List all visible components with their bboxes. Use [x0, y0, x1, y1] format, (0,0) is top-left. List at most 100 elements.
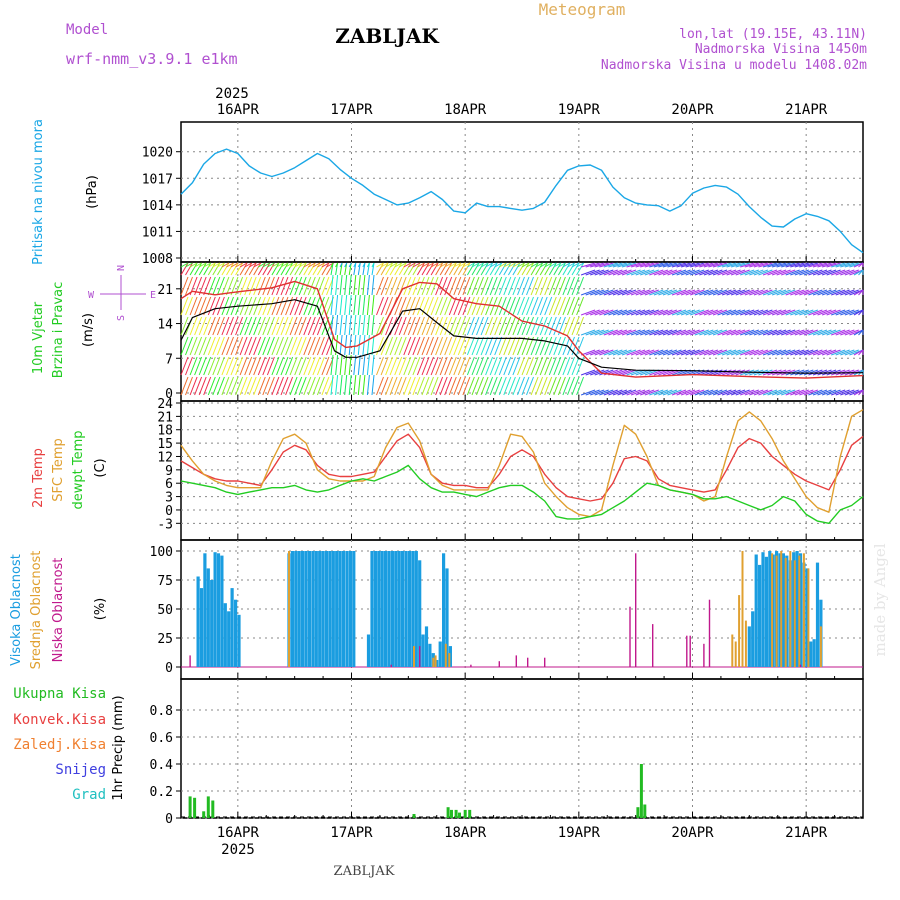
wind-barb — [753, 289, 769, 296]
wind-barb — [198, 262, 207, 268]
wind-barb — [389, 336, 398, 356]
wind-barb — [662, 269, 678, 276]
wind-barb — [785, 329, 800, 336]
wind-barb — [726, 262, 741, 268]
wind-barb — [180, 356, 189, 376]
y-tick-label: 100 — [150, 545, 173, 560]
wind-barb — [421, 376, 430, 396]
wind-barb — [694, 349, 709, 356]
wind-barb — [694, 309, 709, 316]
wind-barb — [571, 262, 580, 268]
wind-barb — [489, 316, 498, 336]
wind-barb — [398, 376, 407, 396]
wind-barb — [776, 289, 791, 296]
cloud-low-bar — [527, 657, 529, 667]
wind-barb — [744, 309, 759, 316]
wind-barb — [221, 296, 230, 316]
wind-barb — [298, 262, 307, 268]
wind-barb — [808, 262, 823, 268]
wind-barb — [826, 289, 841, 296]
precip-bar — [450, 809, 453, 818]
top-date-label: 19APR — [558, 102, 601, 118]
pressure-line — [180, 148, 864, 254]
cloud-high-bar — [304, 551, 308, 667]
wind-barb — [389, 262, 398, 276]
wind-barb — [576, 262, 585, 276]
wind-barb — [453, 262, 462, 268]
wind-barb — [835, 289, 850, 296]
wind-barb — [826, 349, 841, 356]
wind-barb — [239, 356, 248, 376]
cloud-low-bar — [652, 624, 654, 667]
wind-barb — [517, 296, 525, 316]
wind-barb — [808, 309, 823, 316]
wind-barb — [448, 262, 457, 276]
wind-barb — [794, 369, 809, 376]
wind-barb — [207, 262, 216, 276]
wind-barb — [362, 354, 366, 376]
wind-barb — [535, 276, 544, 296]
wind-barb — [235, 356, 244, 376]
wind-barb — [480, 336, 489, 356]
wind-barb — [285, 376, 294, 396]
cloud-high-bar — [435, 660, 439, 667]
wind-barb — [844, 329, 859, 336]
wind-barb — [316, 376, 325, 396]
wind-barb — [389, 276, 398, 296]
wind-barb — [430, 262, 439, 268]
wind-barb — [248, 336, 257, 356]
wind-barb — [612, 349, 628, 356]
y-tick-label: 18 — [157, 424, 173, 439]
wind-barb — [476, 316, 484, 336]
wind-barb — [835, 309, 850, 316]
wind-barb — [812, 329, 828, 336]
wind-barb — [276, 262, 284, 268]
wind-barb — [544, 276, 553, 296]
wind-barb — [521, 276, 530, 296]
wind-barb — [335, 262, 339, 268]
wind-barb — [553, 356, 562, 376]
wind-barb — [599, 389, 614, 396]
wind-barb — [312, 316, 321, 336]
wind-barb — [667, 262, 682, 268]
wind-barb — [608, 309, 623, 316]
wind-barb — [548, 376, 557, 396]
wind-barb — [494, 262, 502, 268]
cloud-high-bar — [407, 551, 412, 667]
wind-barb — [517, 376, 525, 396]
wind-barb — [271, 296, 280, 316]
wind-barb — [512, 376, 521, 396]
wind-barb — [330, 294, 334, 316]
wind-barb — [680, 269, 696, 276]
temp-dewpt-ylabel: dewpt Temp — [71, 430, 86, 509]
cloud-low-bar — [799, 664, 802, 667]
wind-barb — [808, 389, 823, 396]
y-tick-label: 0 — [165, 387, 173, 402]
wind-barb — [262, 276, 271, 296]
wind-barb — [503, 356, 512, 376]
coords-text: lon,lat (19.15E, 43.11N) — [679, 27, 867, 42]
wind-barb — [699, 289, 714, 296]
wind-barb — [321, 376, 330, 396]
cloud-high-bar — [352, 551, 356, 667]
wind-barb — [635, 289, 650, 296]
wind-barb — [366, 274, 370, 296]
wind-barb — [321, 262, 330, 276]
wind-barb — [708, 349, 723, 356]
wind-barb — [649, 289, 664, 296]
precip-bar — [206, 796, 210, 818]
wind-barb — [680, 289, 696, 296]
cloud-low-bar — [515, 655, 517, 667]
top-date-label: 21APR — [785, 102, 828, 118]
wind-barb — [808, 289, 823, 296]
wind-barb — [212, 376, 221, 396]
wind-barb — [439, 336, 448, 356]
cloud-high-bar — [387, 551, 391, 667]
wind-barb — [244, 276, 253, 296]
wind-barb — [462, 316, 471, 336]
cloud-mid-bar — [802, 553, 805, 667]
wind-barb — [353, 294, 357, 316]
wind-barb — [262, 336, 271, 356]
cloud-high-bar — [370, 551, 374, 667]
precip-bar — [193, 797, 197, 819]
